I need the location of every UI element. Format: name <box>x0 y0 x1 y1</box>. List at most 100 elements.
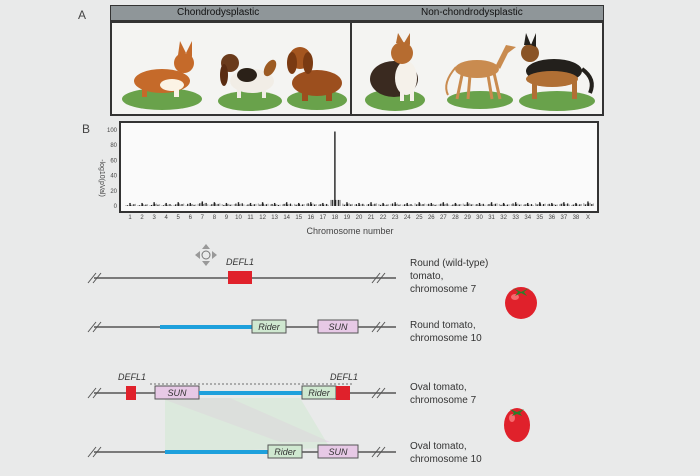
bar-noise <box>530 204 533 206</box>
bar-chr-16 <box>310 202 312 206</box>
x-tick-label: 20 <box>356 215 363 221</box>
move-cursor-icon <box>195 244 217 266</box>
x-tick-label: 3 <box>152 215 156 221</box>
bar-noise <box>518 204 521 206</box>
bar-noise <box>514 204 516 206</box>
bar-noise <box>494 203 496 206</box>
sun-label-3: SUN <box>167 388 187 398</box>
bar-noise <box>231 204 233 206</box>
bar-noise <box>295 204 297 206</box>
bar-noise <box>583 203 585 206</box>
bar-noise <box>164 203 166 206</box>
bar-noise <box>556 204 558 206</box>
bar-chr-X <box>587 201 589 206</box>
x-tick-label: 17 <box>320 215 327 221</box>
bar-noise <box>470 204 472 206</box>
bar-noise <box>444 203 447 206</box>
rider-box-2 <box>251 319 287 334</box>
bar-noise <box>366 204 368 206</box>
bar-noise <box>484 204 486 206</box>
bar-noise <box>200 202 202 206</box>
bar-noise <box>300 204 302 206</box>
tomato-row-3: DEFL1 SUN Rider DEFL1 Oval tomato, chrom… <box>87 372 477 406</box>
bar-noise <box>565 203 567 206</box>
bar-noise <box>326 203 328 206</box>
german-shepherd-icon <box>521 33 594 99</box>
bar-noise <box>379 204 382 206</box>
caption-1c: chromosome 7 <box>410 284 477 295</box>
bar-noise <box>191 203 194 206</box>
bar-noise <box>476 204 478 206</box>
bar-noise <box>438 204 440 206</box>
bar-noise <box>289 203 292 206</box>
bar-noise <box>224 204 227 206</box>
x-tick-label: 13 <box>271 215 278 221</box>
bar-noise <box>170 204 173 206</box>
bar-noise <box>441 203 443 206</box>
x-tick-label: 24 <box>404 215 411 221</box>
bar-noise <box>372 204 374 206</box>
bar-noise <box>429 204 431 206</box>
bar-noise <box>228 203 230 206</box>
bar-noise <box>450 204 452 206</box>
bar-noise <box>520 204 522 206</box>
x-tick-label: 35 <box>536 215 543 221</box>
bar-noise <box>422 204 424 206</box>
bar-noise <box>188 204 190 206</box>
bar-noise <box>199 203 201 206</box>
bar-noise <box>126 205 129 206</box>
bar-chr-12 <box>261 202 264 206</box>
bar-chr-28 <box>454 202 457 206</box>
bar-noise <box>187 203 189 206</box>
caption-2a: Round tomato, <box>410 320 476 331</box>
bar-noise <box>253 204 255 206</box>
bar-noise <box>541 204 543 206</box>
bar-chr-11 <box>249 202 252 206</box>
sun-box-4 <box>317 444 359 459</box>
bar-noise <box>362 203 364 206</box>
bar-noise <box>462 203 464 206</box>
bar-chr-36 <box>551 202 553 206</box>
bar-noise <box>285 203 287 206</box>
bar-noise <box>175 204 177 206</box>
bar-noise <box>193 204 195 206</box>
bar-noise <box>179 204 182 206</box>
bar-noise <box>331 199 333 206</box>
bar-noise <box>524 204 526 206</box>
x-tick-label: 38 <box>573 215 580 221</box>
x-tick-label: 4 <box>165 215 169 221</box>
bar-noise <box>315 204 317 206</box>
bar-noise <box>303 204 305 206</box>
bar-noise <box>571 204 573 206</box>
bar-noise <box>229 204 231 206</box>
bar-noise <box>150 204 153 206</box>
corgi-icon <box>134 41 194 97</box>
chondro-label: Chondrodysplastic <box>177 7 260 18</box>
bar-chr-33 <box>514 202 517 206</box>
bar-noise <box>307 203 309 206</box>
bar-noise <box>245 204 247 206</box>
bar-noise <box>221 204 223 206</box>
bar-noise <box>591 204 593 206</box>
bar-noise <box>327 204 329 206</box>
chart-frame <box>119 121 599 213</box>
bar-chr-6 <box>189 202 191 206</box>
bar-chr-7 <box>201 201 204 206</box>
y-tick-label: 20 <box>110 189 117 195</box>
x-tick-label: 9 <box>225 215 229 221</box>
bar-noise <box>547 204 549 206</box>
bar-noise <box>452 204 454 206</box>
panel-label-b: B <box>82 122 91 136</box>
x-tick-label: 19 <box>344 215 351 221</box>
bar-noise <box>276 204 278 206</box>
round-tomato-icon <box>505 287 537 319</box>
bar-noise <box>369 203 371 206</box>
x-tick-label: 16 <box>307 215 314 221</box>
bar-noise <box>410 204 412 206</box>
bar-noise <box>138 205 141 206</box>
bar-chr-32 <box>502 202 505 206</box>
ground-5 <box>447 91 513 109</box>
bar-chr-27 <box>442 202 445 206</box>
bar-noise <box>477 204 480 206</box>
x-tick-label: 14 <box>283 215 290 221</box>
